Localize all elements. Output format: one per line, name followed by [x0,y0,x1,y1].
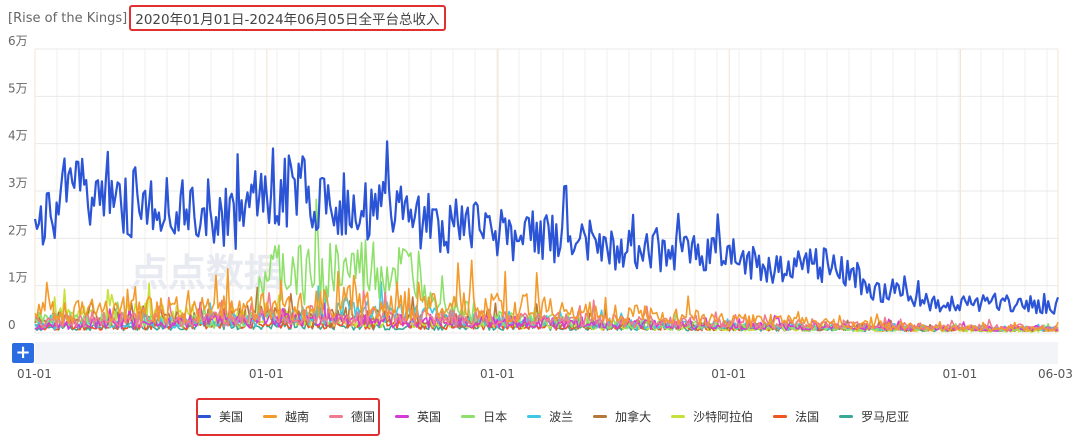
x-tick-label: 01-01 [17,367,52,381]
x-tick-label: 06-03 [1038,367,1073,381]
y-tick-label: 4万 [8,129,28,143]
legend-swatch [593,414,608,418]
x-tick-label: 01-01 [249,367,284,381]
legend-swatch [395,414,410,418]
y-tick-label: 0 [8,318,16,332]
legend-label: 日本 [483,409,508,424]
legend-label: 英国 [417,409,442,424]
legend-swatch [773,414,788,418]
legend-label: 法国 [795,409,820,424]
series-line-美国 [33,140,1060,315]
legend-label: 沙特阿拉伯 [693,409,754,424]
legend: 美国 越南 德国 英国 日本 波兰 加拿大 沙特阿拉伯 法国 罗马尼亚 [197,398,929,434]
legend-item-德国[interactable]: 德国 [329,408,375,425]
add-button[interactable]: + [12,343,34,363]
legend-swatch [197,414,211,418]
legend-item-加拿大[interactable]: 加拿大 [593,408,651,425]
zoom-track [35,342,1058,364]
y-tick-label: 3万 [8,176,28,190]
series-line-越南 [34,259,1059,332]
legend-swatch [263,414,278,418]
y-tick-label: 1万 [8,271,28,285]
legend-swatch [527,414,542,418]
legend-swatch [329,414,344,418]
legend-item-法国[interactable]: 法国 [773,408,819,425]
x-tick-label: 01-01 [711,367,746,381]
x-tick-label: 01-01 [942,367,977,381]
legend-swatch [671,414,686,418]
y-tick-label: 5万 [8,81,28,95]
legend-label: 波兰 [549,409,574,424]
legend-swatch [461,414,476,418]
legend-label: 加拿大 [615,409,652,424]
legend-item-沙特阿拉伯[interactable]: 沙特阿拉伯 [671,408,753,425]
chart-header: [Rise of the Kings] 2020年01月01日-2024年06月… [8,5,446,31]
legend-item-英国[interactable]: 英国 [395,408,441,425]
y-tick-label: 2万 [8,223,28,237]
legend-item-罗马尼亚[interactable]: 罗马尼亚 [839,408,909,425]
legend-label: 德国 [351,409,376,424]
legend-item-波兰[interactable]: 波兰 [527,408,573,425]
chart-title: 2020年01月01日-2024年06月05日全平台总收入 [129,5,446,31]
x-tick-label: 01-01 [480,367,515,381]
legend-label: 美国 [219,409,244,424]
legend-swatch [839,414,854,418]
legend-item-美国[interactable]: 美国 [197,408,243,425]
app-name: [Rise of the Kings] [8,10,128,26]
legend-label: 罗马尼亚 [861,409,910,424]
y-tick-label: 6万 [8,34,28,48]
legend-item-日本[interactable]: 日本 [461,408,507,425]
legend-label: 越南 [285,409,310,424]
legend-item-越南[interactable]: 越南 [263,408,309,425]
